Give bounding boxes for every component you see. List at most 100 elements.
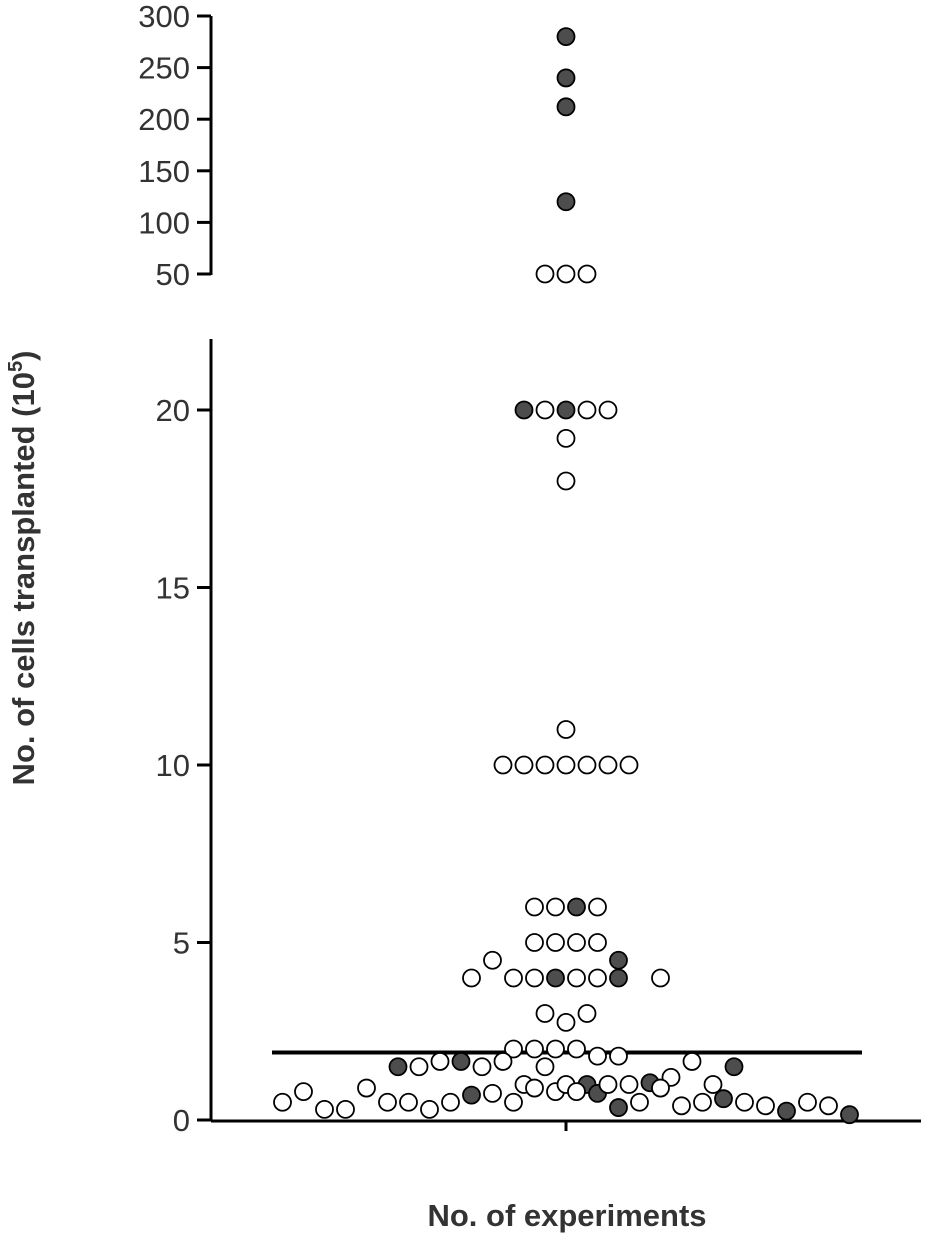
filled-data-point [609,968,628,988]
filled-data-point [724,1057,744,1077]
open-data-point [598,1075,618,1094]
y-ticks-upper: 50 100 150 200 250 300 [138,0,211,292]
x-axis-title: No. of experiments [427,1198,706,1233]
y-tick-label: 100 [138,205,190,240]
open-data-point [682,1052,702,1071]
open-data-point [546,897,565,917]
data-points [273,27,859,1125]
open-data-point [588,897,607,917]
open-data-point [693,1092,712,1112]
open-data-point [588,1046,607,1066]
open-data-point [577,264,597,284]
open-data-point [441,1092,460,1112]
y-ticks-lower: 0 5 10 15 20 [156,393,211,1138]
y-tick-label: 20 [156,393,190,428]
y-tick-label: 0 [173,1103,190,1138]
open-data-point [556,264,576,284]
y-axis-title-text: No. of cells transplanted (10 [6,372,41,785]
open-data-point [514,755,534,775]
open-data-point [430,1052,450,1071]
open-data-point [504,1092,523,1112]
y-tick-label: 250 [138,51,190,86]
open-data-point [567,1082,586,1101]
open-data-point [336,1099,355,1119]
y-tick-label: 150 [138,154,190,189]
open-data-point [399,1092,418,1112]
filled-data-point [567,897,586,917]
filled-data-point [462,1085,481,1105]
open-data-point [630,1092,649,1112]
open-data-point [556,471,576,491]
y-tick-label: 200 [138,102,190,137]
open-data-point [756,1096,775,1116]
open-data-point [588,933,607,952]
open-data-point [493,1052,513,1071]
open-data-point [378,1092,397,1112]
open-data-point [567,1039,586,1059]
open-data-point [598,400,618,420]
filled-data-point [609,1098,628,1117]
filled-data-point [840,1105,859,1125]
filled-data-point [714,1089,733,1109]
open-data-point [525,1078,544,1098]
open-data-point [525,897,544,917]
filled-data-point [514,400,534,420]
open-data-point [294,1082,313,1101]
open-data-point [525,933,544,952]
open-data-point [535,1057,555,1077]
open-data-point [483,950,502,970]
open-data-point [556,755,576,775]
open-data-point [556,428,576,448]
open-data-point [535,264,555,284]
filled-data-point [546,968,565,988]
filled-data-point [556,27,576,47]
open-data-point [546,933,565,952]
open-data-point [535,755,555,775]
open-data-point [504,968,523,988]
open-data-point [556,720,576,739]
filled-data-point [451,1052,471,1071]
open-data-point [577,400,597,420]
open-data-point [420,1099,439,1119]
open-data-point [651,1078,670,1098]
y-tick-label: 50 [156,257,190,292]
y-tick-label: 15 [156,571,190,606]
open-data-point [598,755,618,775]
filled-data-point [556,192,576,212]
y-tick-label: 10 [156,748,190,783]
open-data-point [567,933,586,952]
y-tick-label: 5 [173,926,190,961]
open-data-point [798,1092,817,1112]
filled-data-point [556,68,576,88]
open-data-point [546,1039,565,1059]
open-data-point [703,1075,723,1094]
y-axis-title-superscript: 5 [5,361,27,372]
y-tick-label: 300 [138,0,190,34]
filled-data-point [556,97,576,117]
open-data-point [525,968,544,988]
open-data-point [493,755,513,775]
open-data-point [472,1057,492,1077]
filled-data-point [609,950,628,970]
filled-data-point [556,400,576,420]
open-data-point [672,1096,691,1116]
filled-data-point [777,1101,796,1121]
open-data-point [819,1096,838,1116]
open-data-point [273,1092,292,1112]
open-data-point [609,1046,628,1066]
open-data-point [483,1083,502,1103]
open-data-point [735,1092,754,1112]
open-data-point [588,968,607,988]
open-data-point [651,968,670,988]
open-data-point [619,755,639,775]
open-data-point [577,755,597,775]
open-data-point [556,1012,576,1032]
y-axis-title-close: ) [6,351,41,361]
filled-data-point [388,1057,408,1077]
open-data-point [504,1039,523,1059]
open-data-point [535,400,555,420]
open-data-point [357,1078,376,1098]
open-data-point [619,1075,639,1094]
open-data-point [462,968,481,988]
